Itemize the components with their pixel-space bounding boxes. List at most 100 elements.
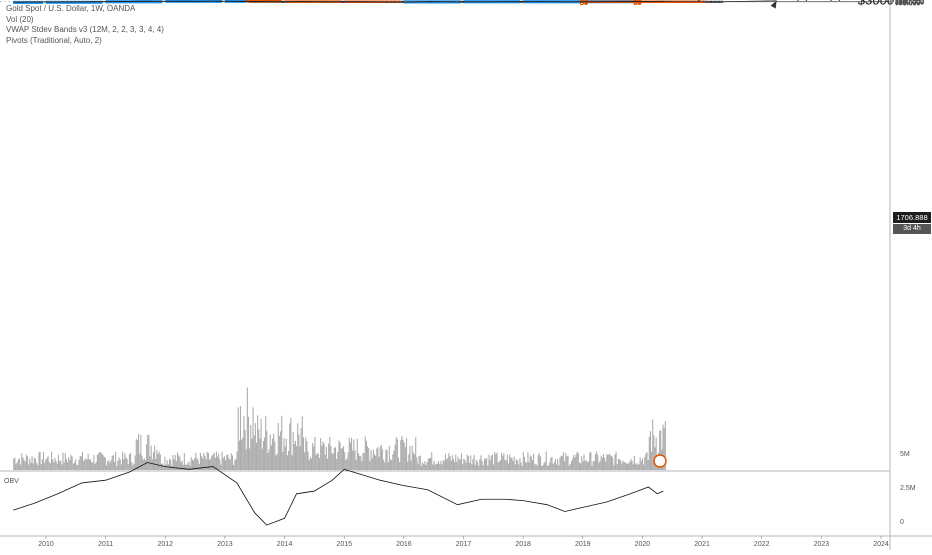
volume-bar	[382, 449, 383, 470]
volume-bar	[262, 449, 263, 470]
volume-bar	[586, 460, 587, 470]
volume-bar	[236, 452, 237, 470]
volume-bar	[493, 465, 494, 470]
volume-bar	[343, 446, 344, 470]
volume-bar	[625, 462, 626, 470]
volume-bar	[279, 436, 280, 470]
volume-bar	[585, 461, 586, 470]
volume-bar	[407, 462, 408, 470]
volume-bar	[441, 464, 442, 470]
x-tick-label: 2012	[157, 541, 173, 548]
volume-bar	[269, 449, 270, 470]
volume-bar	[498, 463, 499, 470]
volume-bar	[320, 438, 321, 470]
volume-bar	[650, 431, 651, 470]
volume-bar	[330, 446, 331, 470]
volume-bar	[170, 460, 171, 470]
volume-bar	[109, 463, 110, 470]
volume-bar	[483, 465, 484, 470]
volume-bar	[478, 466, 479, 470]
volume-bar	[195, 453, 196, 470]
volume-bar	[419, 456, 420, 470]
volume-bar	[303, 437, 304, 470]
volume-bar	[117, 461, 118, 470]
volume-bar	[202, 459, 203, 470]
volume-bar	[555, 459, 556, 470]
volume-bar	[224, 456, 225, 470]
volume-bar	[415, 437, 416, 470]
volume-bar	[159, 452, 160, 470]
volume-bar	[345, 460, 346, 470]
volume-bar	[648, 460, 649, 470]
volume-bar	[348, 452, 349, 470]
volume-bar	[591, 466, 592, 470]
volume-bar	[154, 446, 155, 470]
volume-bar	[594, 461, 595, 470]
volume-bar	[34, 458, 35, 470]
volume-bar	[603, 454, 604, 470]
volume-bar	[484, 459, 485, 470]
volume-bar	[35, 459, 36, 470]
y-tick-label: 3400.000	[895, 0, 924, 5]
volume-bar	[604, 458, 605, 470]
volume-bar	[463, 459, 464, 470]
volume-bar	[428, 459, 429, 470]
volume-bar	[147, 435, 148, 470]
volume-bar	[425, 465, 426, 470]
volume-bar	[468, 456, 469, 470]
volume-bar	[569, 466, 570, 470]
volume-bar	[412, 446, 413, 470]
volume-bar	[56, 461, 57, 470]
volume-bar	[121, 465, 122, 470]
volume-bar	[369, 461, 370, 470]
volume-bar	[75, 459, 76, 470]
volume-bar	[177, 452, 178, 470]
volume-bar	[153, 452, 154, 470]
volume-bar	[240, 406, 241, 470]
volume-bar	[476, 460, 477, 470]
volume-bar	[491, 456, 492, 470]
volume-bar	[54, 458, 55, 470]
volume-bar	[111, 460, 112, 470]
volume-bar	[233, 465, 234, 470]
volume-bar	[436, 464, 437, 470]
volume-bar	[448, 453, 449, 470]
volume-bar	[310, 457, 311, 470]
volume-bar	[248, 417, 249, 470]
volume-bar	[453, 459, 454, 470]
volume-bar	[408, 454, 409, 470]
volume-bar	[596, 452, 597, 470]
volume-bar	[261, 419, 262, 470]
volume-bar	[421, 466, 422, 470]
volume-bar	[14, 458, 15, 470]
volume-bar	[559, 458, 560, 470]
volume-bar	[232, 455, 233, 470]
volume-bar	[259, 439, 260, 470]
volume-bar	[132, 465, 133, 470]
volume-bar	[60, 461, 61, 470]
volume-bar	[318, 454, 319, 470]
volume-bar	[243, 416, 244, 470]
volume-bar	[209, 460, 210, 470]
volume-bar	[632, 461, 633, 470]
volume-bar	[440, 461, 441, 470]
volume-bar	[503, 453, 504, 470]
volume-bar	[326, 447, 327, 470]
volume-bar	[360, 456, 361, 470]
volume-bar	[90, 459, 91, 470]
volume-bar	[612, 457, 613, 470]
volume-bar	[609, 454, 610, 470]
volume-bar	[480, 455, 481, 470]
volume-bar	[19, 459, 20, 470]
volume-bar	[212, 454, 213, 470]
volume-bar	[151, 445, 152, 470]
price-scale-panel	[890, 0, 932, 550]
volume-bar	[464, 460, 465, 470]
volume-bar	[283, 438, 284, 470]
volume-bar	[566, 456, 567, 470]
volume-bar	[362, 453, 363, 470]
volume-bar	[439, 464, 440, 470]
volume-bar	[529, 462, 530, 470]
